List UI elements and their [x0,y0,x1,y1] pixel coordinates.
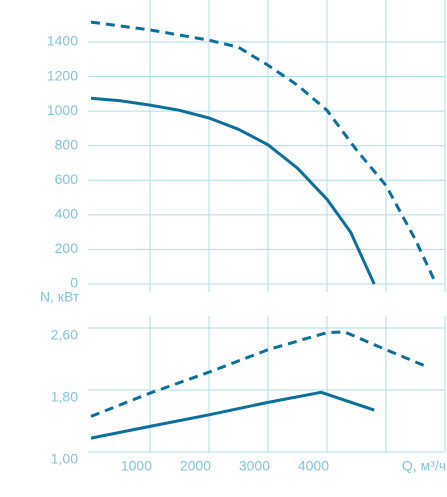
y-axis-label: N, кВт [40,289,80,305]
y-tick-label: 1,00 [51,451,78,467]
y-tick-label: 1200 [47,67,78,83]
y-tick-label: 200 [55,240,79,256]
x-tick-label: 2000 [180,458,211,474]
y-tick-label: 400 [55,206,79,222]
y-tick-label: 600 [55,171,79,187]
x-tick-label: 4000 [298,458,329,474]
series-line [90,96,376,285]
series-line [90,330,428,418]
y-tick-label: 1,80 [51,389,78,405]
series-line [90,390,375,440]
y-tick-label: 1000 [47,102,78,118]
y-tick-label: 800 [55,136,79,152]
x-tick-label: 3000 [239,458,270,474]
y-tick-label: 2,60 [51,327,78,343]
y-tick-label: 0 [70,275,78,291]
x-axis-label: Q, м³/ч [402,458,446,474]
series-line [90,20,438,285]
x-tick-label: 1000 [121,458,152,474]
y-tick-label: 1400 [47,33,78,49]
